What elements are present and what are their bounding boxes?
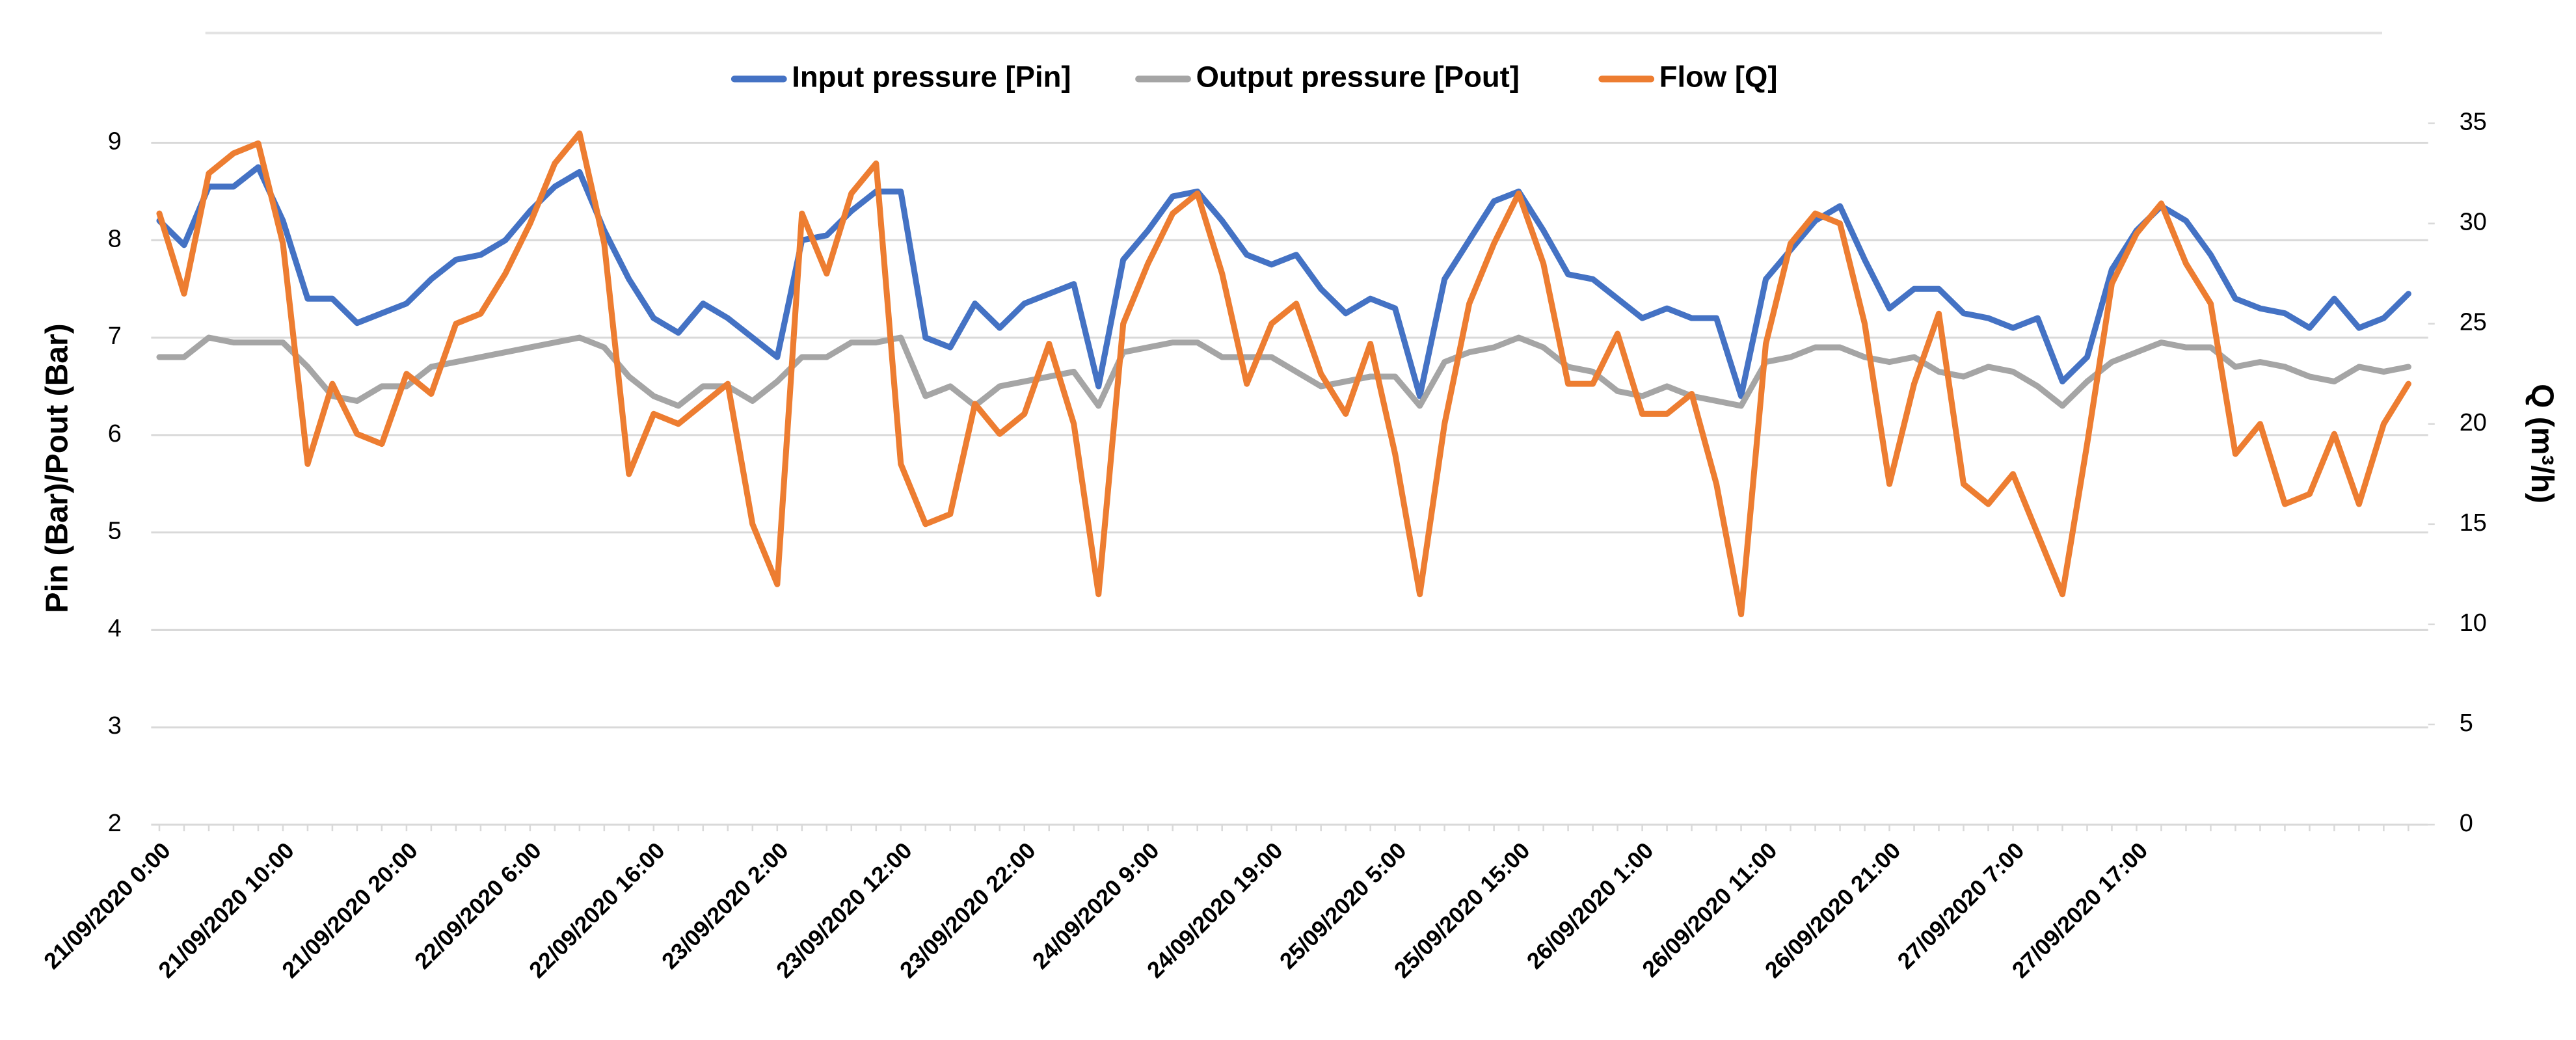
legend-label: Flow [Q] [1659,60,1778,93]
y2-tick-label: 20 [2460,409,2487,436]
y2-tick-label: 15 [2460,509,2487,537]
y2-axis-title: Q (m³/h) [2525,384,2559,503]
x-tick-label: 23/09/2020 12:00 [771,838,917,983]
y2-tick-label: 0 [2460,810,2473,837]
y-tick-label: 3 [108,712,122,740]
y2-tick-label: 25 [2460,309,2487,336]
y-tick-label: 5 [108,518,122,545]
y-tick-label: 4 [108,615,122,642]
x-tick-label: 26/09/2020 21:00 [1760,838,1906,983]
x-tick-label: 24/09/2020 9:00 [1028,838,1164,974]
x-tick-label: 25/09/2020 15:00 [1389,838,1535,983]
y-tick-label: 7 [108,323,122,350]
y-tick-label: 6 [108,420,122,447]
legend-label: Output pressure [Pout] [1196,60,1520,93]
x-tick-label: 21/09/2020 0:00 [39,838,176,974]
series-line [156,130,2411,618]
x-tick-label: 21/09/2020 10:00 [154,838,299,983]
x-tick-label: 25/09/2020 5:00 [1275,838,1412,974]
y-tick-label: 8 [108,225,122,252]
y2-tick-label: 35 [2460,109,2487,136]
y-tick-label: 9 [108,128,122,155]
x-tick-label: 27/09/2020 7:00 [1893,838,2030,974]
y2-tick-label: 30 [2460,209,2487,236]
x-tick-label: 23/09/2020 22:00 [895,838,1041,983]
x-tick-label: 22/09/2020 6:00 [410,838,546,974]
x-tick-label: 26/09/2020 11:00 [1637,838,1782,982]
x-tick-label: 22/09/2020 16:00 [524,838,670,983]
x-tick-label: 27/09/2020 17:00 [2007,838,2153,983]
y2-tick-label: 5 [2460,710,2473,737]
x-tick-label: 24/09/2020 19:00 [1142,838,1288,983]
series-line [156,334,2411,409]
y-axis-title: Pin (Bar)/Pout (Bar) [40,323,75,613]
legend-label: Input pressure [Pin] [792,60,1071,93]
x-tick-label: 26/09/2020 1:00 [1522,838,1659,974]
x-tick-label: 23/09/2020 2:00 [657,838,794,974]
x-tick-label: 21/09/2020 20:00 [277,838,423,983]
y-tick-label: 2 [108,810,122,837]
y2-tick-label: 10 [2460,609,2487,637]
